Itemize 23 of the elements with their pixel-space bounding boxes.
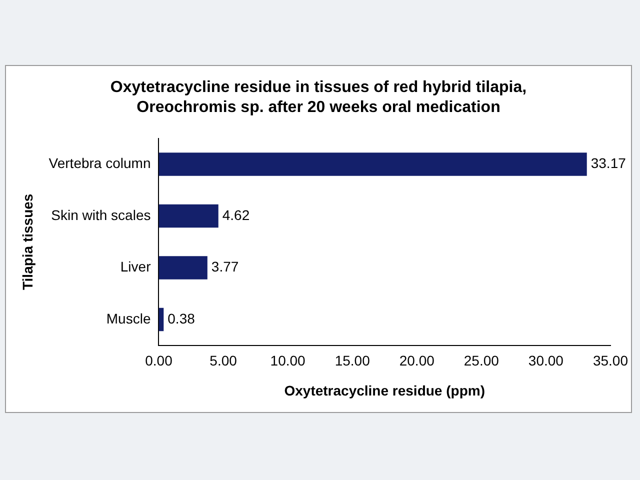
y-tick-label: Liver: [120, 258, 152, 275]
y-tick-label: Muscle: [106, 310, 151, 326]
x-tick-label: 10.00: [270, 352, 306, 369]
x-tick-label: 35.00: [592, 352, 628, 369]
y-tick-label: Vertebra column: [48, 155, 151, 172]
chart-title: Oxytetracycline residue in tissues of red hybrid tilapia, Oreochromis sp. after 20 weeks oral medication: [109, 78, 528, 118]
data-label: 4.62: [222, 206, 250, 223]
bar: [158, 152, 587, 176]
x-tick-label: 0.00: [145, 352, 173, 369]
data-label: 3.77: [211, 258, 239, 275]
y-tick-label: Skin with scales: [51, 206, 151, 223]
data-label: 33.17: [590, 155, 626, 172]
bar: [158, 204, 218, 228]
x-tick-label: 15.00: [334, 352, 370, 369]
x-tick-label: 25.00: [464, 352, 500, 369]
x-tick-label: 5.00: [210, 352, 238, 369]
x-axis-title: Oxytetracycline residue (ppm): [284, 382, 485, 398]
data-label: 0.38: [168, 310, 196, 326]
x-tick-label: 30.00: [528, 352, 564, 369]
x-tick-label: 20.00: [399, 352, 435, 369]
bar: [158, 256, 208, 280]
y-axis-title: Tilapia tissues: [19, 194, 36, 290]
bar: [158, 308, 164, 332]
